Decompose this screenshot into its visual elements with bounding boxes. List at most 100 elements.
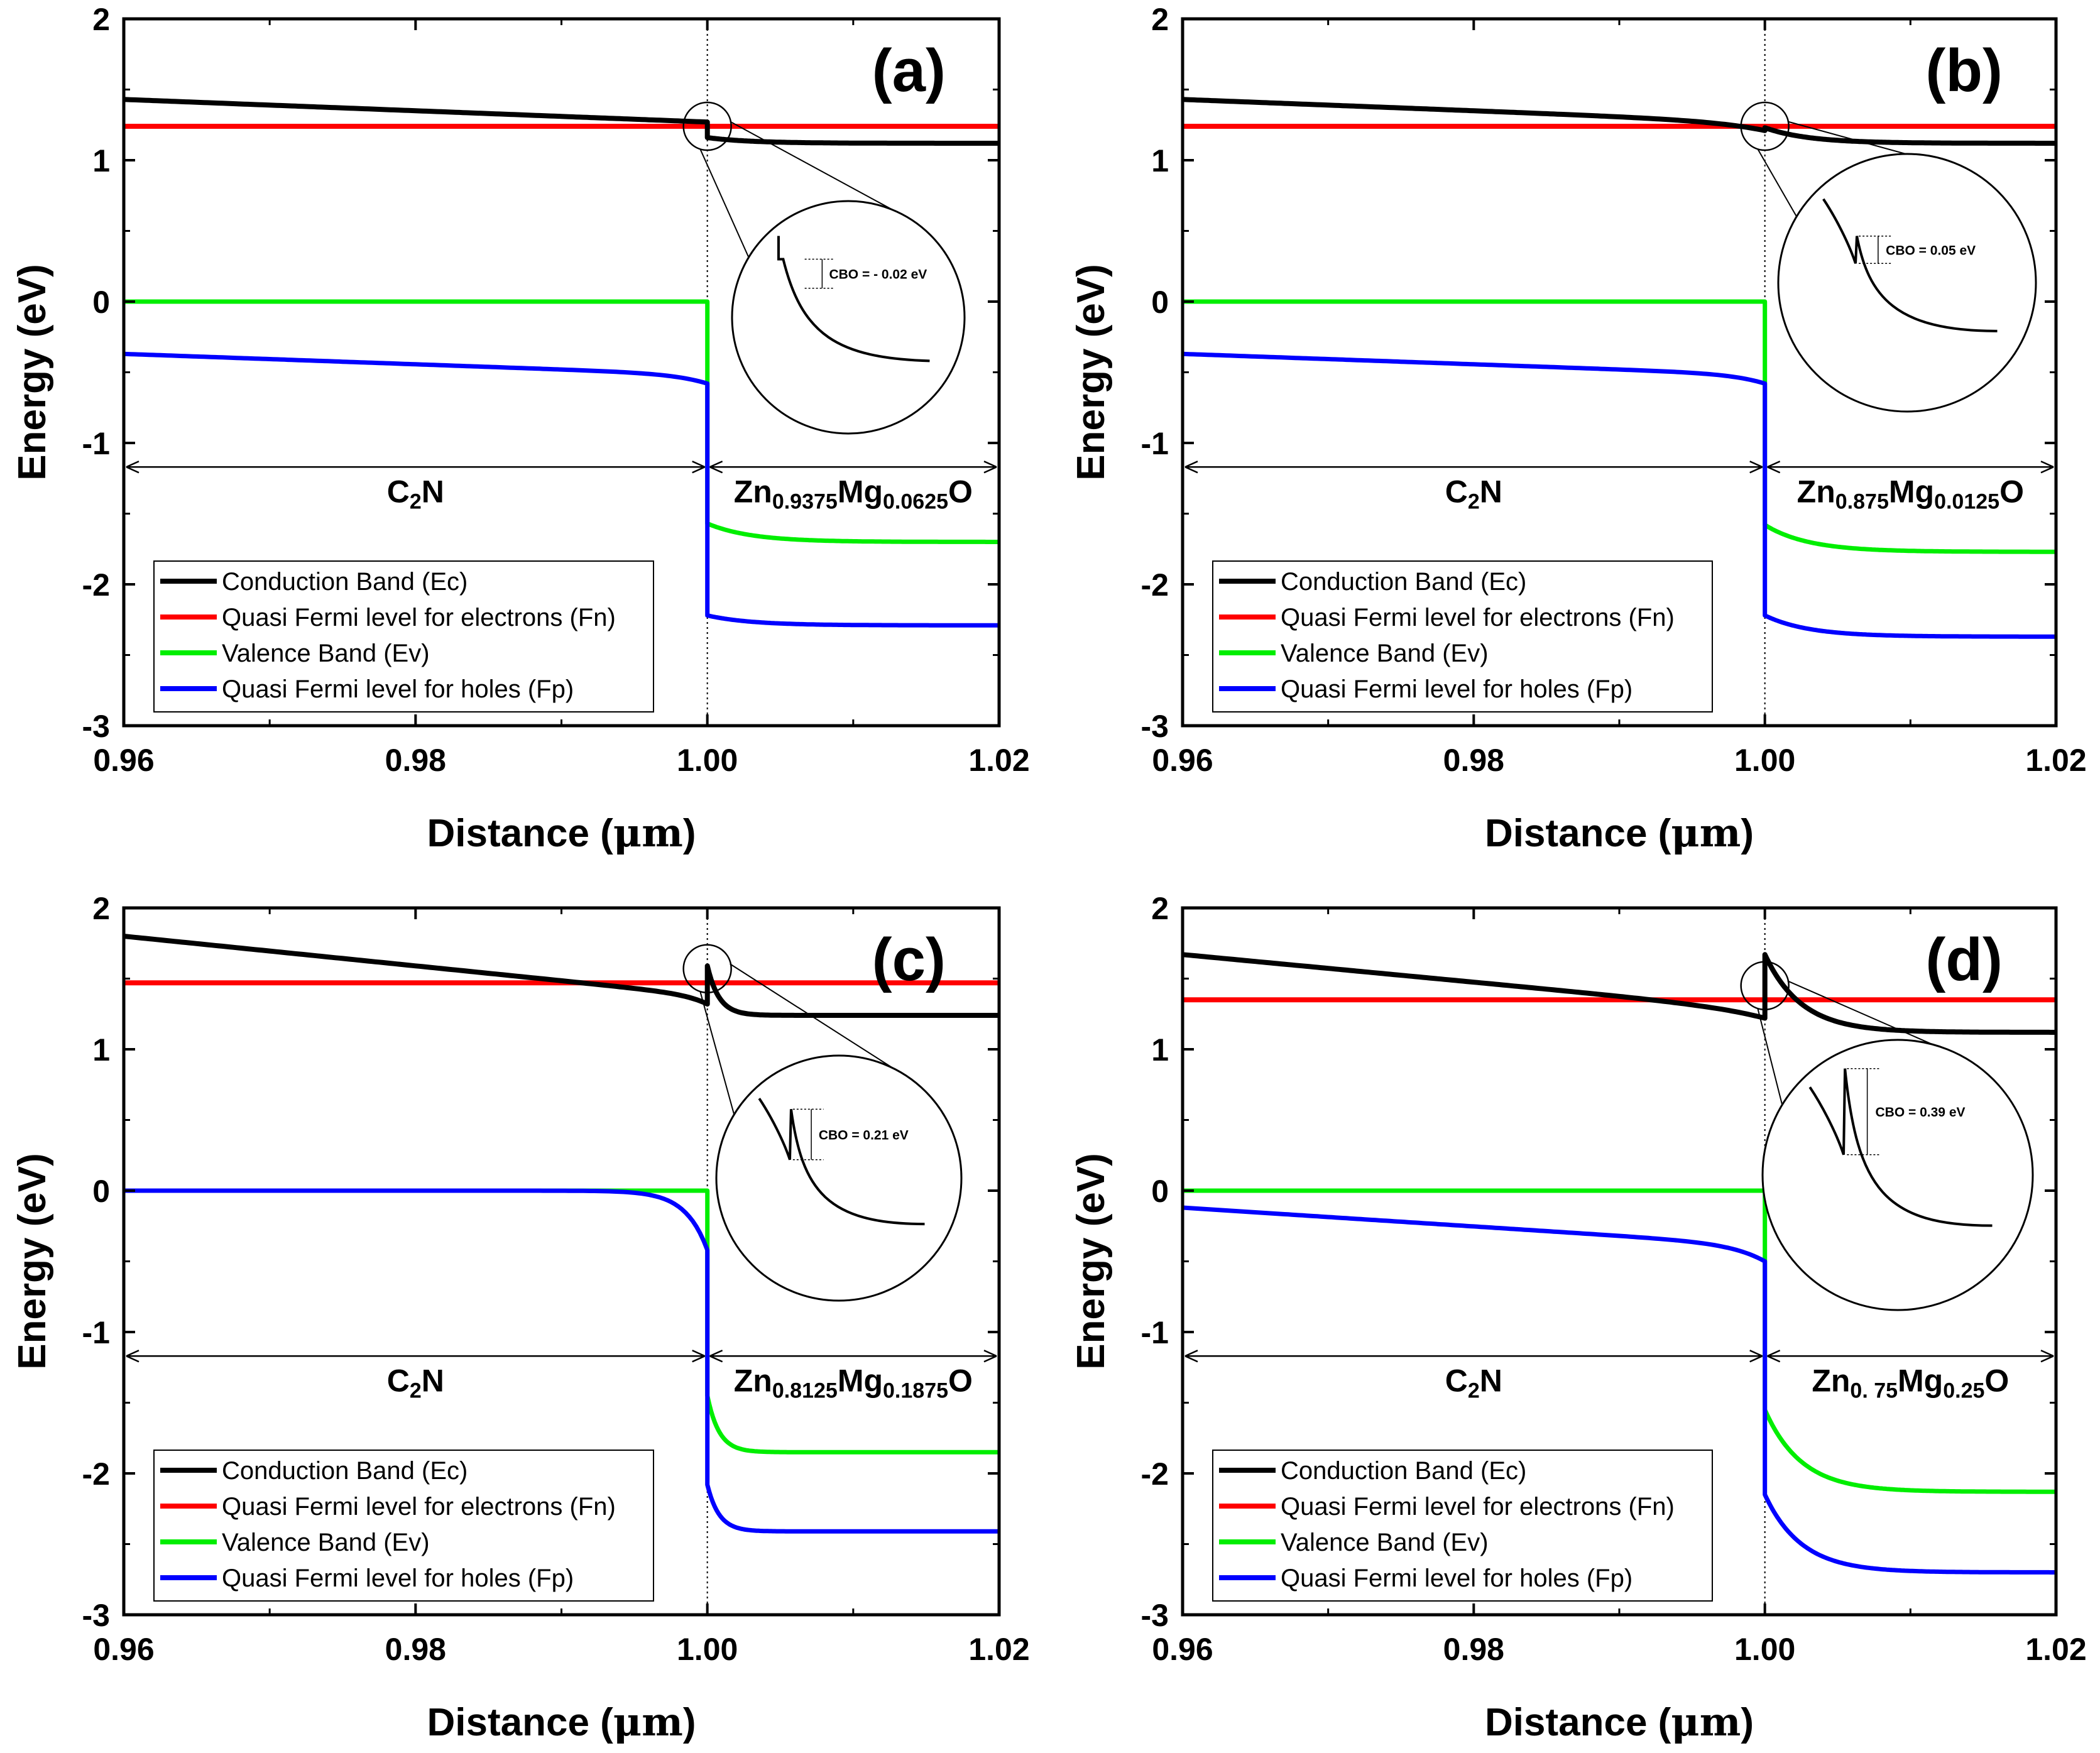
y-tick-label: 0 bbox=[92, 1174, 110, 1209]
series-fp bbox=[1182, 1205, 2057, 1575]
x-tick-label: 1.02 bbox=[2025, 1632, 2086, 1667]
region-label-right: Zn0.8125Mg0.1875O bbox=[734, 1363, 973, 1403]
chart-panel-d: -3 -2 -1 0 1 2 0.96 0.98 1.00 1.02 Distance (μm) En… bbox=[1069, 891, 2087, 1745]
inset-circle bbox=[715, 1054, 963, 1302]
x-axis-label: Distance (μm) bbox=[1485, 810, 1754, 856]
y-tick-label: -1 bbox=[82, 1315, 110, 1350]
y-axis-label: Energy (eV) bbox=[11, 1153, 54, 1370]
inset-band-curve bbox=[1822, 198, 1998, 332]
legend-entry: Quasi Fermi level for holes (Fp) bbox=[222, 675, 574, 703]
x-tick-label: 1.00 bbox=[1734, 743, 1795, 778]
x-tick-label: 0.96 bbox=[93, 1632, 154, 1667]
x-tick-label: 0.96 bbox=[1152, 1632, 1213, 1667]
legend-entry: Quasi Fermi level for holes (Fp) bbox=[1281, 675, 1632, 703]
x-tick-label: 1.02 bbox=[968, 1632, 1029, 1667]
zoom-circle bbox=[682, 944, 732, 993]
region-label-left: C2N bbox=[387, 1363, 444, 1403]
region-label-left: C2N bbox=[1445, 1363, 1502, 1403]
x-tick-label: 1.02 bbox=[968, 743, 1029, 778]
legend-box bbox=[153, 560, 654, 713]
legend-entry: Conduction Band (Ec) bbox=[1281, 1457, 1526, 1485]
zoom-connector bbox=[1757, 1008, 1784, 1108]
x-tick-label: 1.00 bbox=[677, 1632, 738, 1667]
inset-band-curve bbox=[758, 1098, 925, 1226]
series-valence-band bbox=[124, 299, 1000, 544]
panel-label: (a) bbox=[872, 37, 946, 104]
x-tick-label: 0.98 bbox=[385, 1632, 446, 1667]
y-tick-label: 2 bbox=[92, 2, 110, 37]
y-axis-label: Energy (eV) bbox=[1069, 264, 1113, 481]
x-tick-label: 0.98 bbox=[385, 743, 446, 778]
y-tick-label: -1 bbox=[82, 426, 110, 461]
arrowhead bbox=[126, 1350, 139, 1363]
series-conduction-band bbox=[123, 934, 1000, 1018]
region-label-right: Zn0.875Mg0.0125O bbox=[1797, 474, 2024, 514]
arrowhead bbox=[126, 461, 139, 474]
y-tick-label: -1 bbox=[1141, 1315, 1169, 1350]
x-tick-label: 0.96 bbox=[1152, 743, 1213, 778]
panel-label: (d) bbox=[1925, 926, 2003, 993]
arrowhead bbox=[2040, 461, 2054, 474]
y-tick-label: -3 bbox=[1141, 709, 1169, 744]
region-label-right: Zn0. 75Mg0.25O bbox=[1812, 1363, 2009, 1403]
cbo-label: CBO = - 0.02 eV bbox=[829, 268, 927, 282]
inset-band-curve bbox=[777, 236, 930, 363]
inset-circle bbox=[1761, 1039, 2034, 1311]
arrowhead bbox=[983, 461, 997, 474]
x-axis-label: Distance (μm) bbox=[1485, 1699, 1754, 1745]
x-axis-label: Distance (μm) bbox=[427, 810, 696, 856]
cbo-label: CBO = 0.05 eV bbox=[1886, 243, 1976, 258]
arrowhead bbox=[1184, 1350, 1198, 1363]
x-tick-label: 1.00 bbox=[1734, 1632, 1795, 1667]
y-tick-label: 2 bbox=[1151, 2, 1169, 37]
y-tick-label: 2 bbox=[1151, 891, 1169, 926]
y-tick-label: 1 bbox=[1151, 1032, 1169, 1068]
cbo-label: CBO = 0.39 eV bbox=[1876, 1105, 1966, 1120]
region-label-left: C2N bbox=[387, 474, 444, 514]
legend-box bbox=[1212, 560, 1713, 713]
x-tick-label: 1.00 bbox=[677, 743, 738, 778]
series-fp bbox=[123, 351, 1000, 628]
arrowhead bbox=[983, 1350, 997, 1363]
x-tick-label: 0.98 bbox=[1443, 1632, 1504, 1667]
y-tick-label: -3 bbox=[82, 1598, 110, 1633]
legend-entry: Valence Band (Ev) bbox=[1281, 640, 1489, 667]
arrowhead bbox=[709, 461, 723, 474]
y-tick-label: 0 bbox=[1151, 285, 1169, 320]
y-tick-label: 1 bbox=[92, 1032, 110, 1068]
series-conduction-band bbox=[1182, 97, 2057, 146]
cbo-label: CBO = 0.21 eV bbox=[819, 1128, 909, 1143]
region-label-left: C2N bbox=[1445, 474, 1502, 514]
arrowhead bbox=[692, 461, 706, 474]
y-tick-label: 0 bbox=[1151, 1174, 1169, 1209]
legend-box bbox=[153, 1450, 654, 1602]
arrowhead bbox=[2040, 1350, 2054, 1363]
arrowhead bbox=[1767, 1350, 1781, 1363]
zoom-connector bbox=[1757, 148, 1798, 219]
legend-entry: Valence Band (Ev) bbox=[1281, 1529, 1489, 1556]
x-tick-label: 0.98 bbox=[1443, 743, 1504, 778]
legend-entry: Quasi Fermi level for electrons (Fn) bbox=[222, 604, 616, 631]
legend-entry: Conduction Band (Ec) bbox=[1281, 568, 1526, 596]
zoom-connector bbox=[730, 121, 907, 218]
y-tick-label: -2 bbox=[1141, 567, 1169, 603]
y-tick-label: -3 bbox=[1141, 1598, 1169, 1633]
x-tick-label: 0.96 bbox=[93, 743, 154, 778]
legend-entry: Valence Band (Ev) bbox=[222, 1529, 430, 1556]
legend-entry: Valence Band (Ev) bbox=[222, 640, 430, 667]
legend-box bbox=[1212, 1450, 1713, 1602]
y-axis-label: Energy (eV) bbox=[11, 264, 54, 481]
legend-entry: Conduction Band (Ec) bbox=[222, 1457, 468, 1485]
arrowhead bbox=[1749, 1350, 1763, 1363]
x-tick-label: 1.02 bbox=[2025, 743, 2086, 778]
arrowhead bbox=[692, 1350, 706, 1363]
arrowhead bbox=[1184, 461, 1198, 474]
series-valence-band bbox=[124, 1188, 1000, 1455]
series-fp bbox=[124, 1188, 1000, 1534]
zoom-circle bbox=[682, 101, 732, 151]
y-tick-label: 0 bbox=[92, 285, 110, 320]
series-conduction-band bbox=[1182, 952, 2057, 1035]
legend-entry: Quasi Fermi level for holes (Fp) bbox=[222, 1565, 574, 1592]
arrowhead bbox=[1767, 461, 1781, 474]
